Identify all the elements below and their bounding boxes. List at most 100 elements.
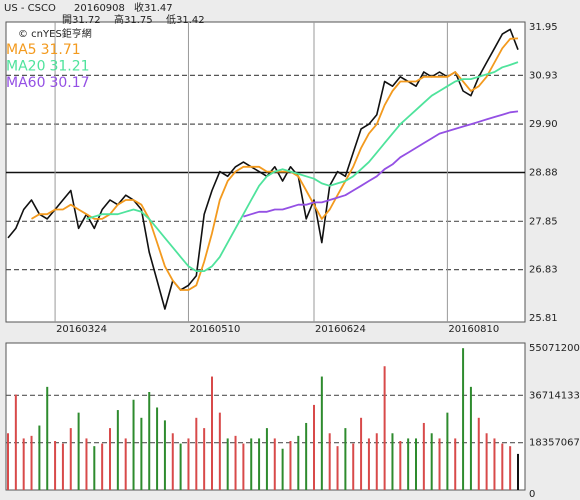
ma-line — [243, 110, 519, 218]
x-tick-label: 20160510 — [189, 324, 240, 335]
volume-bar — [234, 435, 237, 490]
volume-bar — [179, 443, 182, 490]
volume-bar — [116, 410, 119, 490]
high-value: 31.75 — [124, 15, 153, 26]
volume-bar — [493, 438, 496, 490]
volume-bar — [148, 392, 151, 490]
y-tick-label: 0 — [529, 489, 535, 500]
y-tick-label: 18357067 — [529, 438, 580, 449]
high: 高31.75 — [114, 13, 153, 26]
volume-bar — [226, 438, 229, 490]
volume-bar — [109, 428, 111, 490]
volume-bar — [501, 443, 504, 490]
close-value: 31.47 — [144, 3, 173, 14]
volume-bar — [156, 407, 159, 490]
volume-bar — [30, 435, 33, 490]
volume-bar — [454, 438, 457, 490]
volume-bar — [93, 446, 96, 490]
ma-line — [86, 61, 519, 272]
low-value: 31.42 — [176, 15, 205, 26]
x-tick-label: 20160810 — [448, 324, 499, 335]
volume-bar — [195, 417, 198, 490]
volume-bar — [320, 376, 323, 490]
volume-bar — [273, 438, 276, 490]
y-tick-label: 55071200 — [529, 343, 580, 354]
volume-bar — [469, 386, 472, 490]
legend-name: MA60 — [6, 75, 45, 91]
y-tick-label: 31.95 — [529, 22, 558, 33]
volume-bar — [140, 417, 143, 490]
volume-bar — [163, 420, 166, 490]
volume-bar — [407, 438, 410, 490]
volume-bar — [360, 417, 363, 490]
volume-bar — [422, 422, 425, 490]
volume-bar — [187, 438, 190, 490]
volume-bar — [171, 433, 174, 490]
y-tick-label: 28.88 — [529, 168, 558, 179]
date: 20160908 — [74, 3, 125, 14]
y-tick-label: 30.93 — [529, 70, 558, 81]
volume-bar — [101, 443, 104, 490]
legend-entry: MA60 30.17 — [6, 75, 90, 91]
volume-bar — [211, 376, 213, 490]
volume-bar — [509, 446, 512, 490]
close-label: 收 — [134, 1, 144, 14]
high-label: 高 — [114, 13, 124, 26]
volume-bar — [336, 446, 339, 490]
low: 低31.42 — [166, 13, 205, 26]
volume-bar — [485, 433, 488, 490]
x-tick-label: 20160624 — [315, 324, 366, 335]
volume-bar — [375, 433, 378, 490]
symbol: US - CSCO — [4, 3, 56, 14]
volume-bar — [7, 433, 9, 490]
volume-bar — [297, 435, 300, 490]
x-tick-label: 20160324 — [56, 324, 107, 335]
volume-bar — [352, 443, 355, 490]
volume-bar — [46, 386, 49, 490]
volume-bar — [383, 366, 386, 490]
volume-bar — [22, 438, 25, 490]
volume-bar — [517, 453, 519, 490]
volume-bar — [328, 433, 331, 490]
low-label: 低 — [166, 13, 176, 26]
volume-bar — [38, 425, 41, 490]
volume-bar — [391, 433, 394, 490]
legend-value: 31.21 — [49, 59, 89, 75]
legend-value: 30.17 — [49, 75, 89, 91]
volume-bar — [242, 443, 245, 490]
y-tick-label: 27.85 — [529, 216, 558, 227]
open-value: 31.72 — [72, 15, 101, 26]
legend-name: MA5 — [6, 42, 37, 58]
volume-bar — [477, 417, 480, 490]
volume-bar — [446, 412, 449, 490]
volume-bar — [305, 422, 308, 490]
volume-bar — [77, 412, 80, 490]
volume-bar — [281, 448, 284, 490]
volume-bar — [69, 428, 72, 490]
volume-bar — [124, 438, 127, 490]
volume-bar — [367, 438, 370, 490]
volume-bar — [61, 443, 64, 490]
volume-bar — [132, 399, 135, 490]
y-tick-label: 36714133 — [529, 390, 580, 401]
volume-bar — [218, 412, 221, 490]
volume-bar — [462, 348, 465, 490]
volume-bar — [289, 441, 292, 490]
volume-bar — [399, 441, 402, 490]
close: 收31.47 — [134, 1, 173, 14]
volume-bar — [430, 433, 433, 490]
volume-bar — [54, 441, 57, 490]
y-tick-label: 25.81 — [529, 313, 558, 324]
volume-bar — [250, 438, 253, 490]
volume-bar — [85, 438, 88, 490]
volume-bar — [313, 404, 315, 490]
volume-bar — [438, 438, 441, 490]
legend-name: MA20 — [6, 59, 45, 75]
volume-bar — [344, 428, 347, 490]
volume-bar — [203, 428, 206, 490]
legend-entry: MA20 31.21 — [6, 59, 90, 75]
volume-bar — [415, 438, 417, 490]
open: 開31.72 — [62, 14, 101, 26]
